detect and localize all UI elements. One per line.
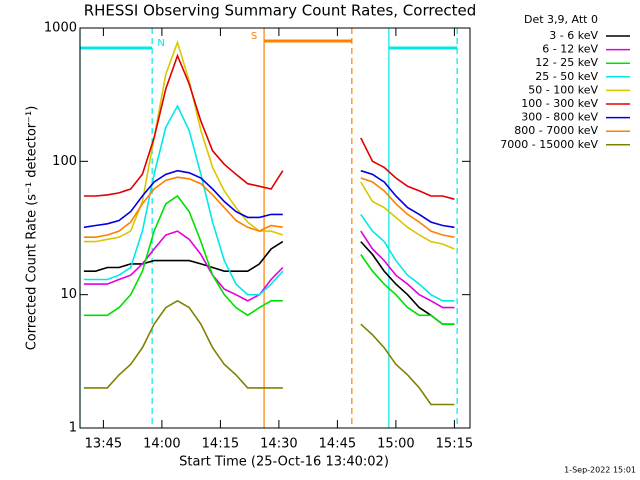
x-axis-label: Start Time (25-Oct-16 13:40:02) (179, 455, 389, 470)
legend-title: Det 3,9, Att 0 (524, 13, 598, 26)
series-line (83, 299, 455, 406)
series-line (83, 194, 455, 325)
y-tick-label: 1000 (44, 21, 77, 36)
series-line (83, 176, 455, 238)
plot-frame (79, 27, 471, 429)
legend-label: 3 - 6 keV (549, 29, 598, 42)
legend-label: 25 - 50 keV (535, 70, 598, 83)
series-line (83, 53, 455, 200)
series-line (83, 104, 455, 302)
flag-label: S (251, 31, 257, 42)
y-tick-label: 1 (69, 421, 77, 436)
legend-label: 50 - 100 keV (528, 83, 598, 96)
x-tick-label: 14:45 (319, 437, 356, 452)
legend-label: 6 - 12 keV (542, 43, 598, 56)
legend-label: 800 - 7000 keV (514, 124, 598, 137)
series-line (83, 39, 455, 250)
legend-label: 7000 - 15000 keV (500, 138, 598, 151)
x-tick-label: 14:15 (202, 437, 239, 452)
legend-label: 12 - 25 keV (535, 56, 598, 69)
flag-label: N (157, 38, 164, 49)
chart-title: RHESSI Observing Summary Count Rates, Co… (84, 2, 477, 20)
x-tick-label: 13:45 (85, 437, 122, 452)
y-axis-label: Corrected Count Rate (s⁻¹ detector⁻¹) (25, 106, 40, 351)
x-tick-label: 14:00 (143, 437, 180, 452)
x-tick-label: 14:30 (260, 437, 297, 452)
series-line (83, 230, 455, 309)
legend-label: 100 - 300 keV (521, 97, 598, 110)
footer: 1-Sep-2022 15:01 (564, 466, 636, 475)
x-tick-label: 15:15 (436, 437, 473, 452)
x-tick-label: 15:00 (377, 437, 414, 452)
y-tick-label: 100 (52, 154, 77, 169)
y-tick-label: 10 (60, 287, 77, 302)
series-line (83, 169, 455, 229)
legend-label: 300 - 800 keV (521, 111, 598, 124)
